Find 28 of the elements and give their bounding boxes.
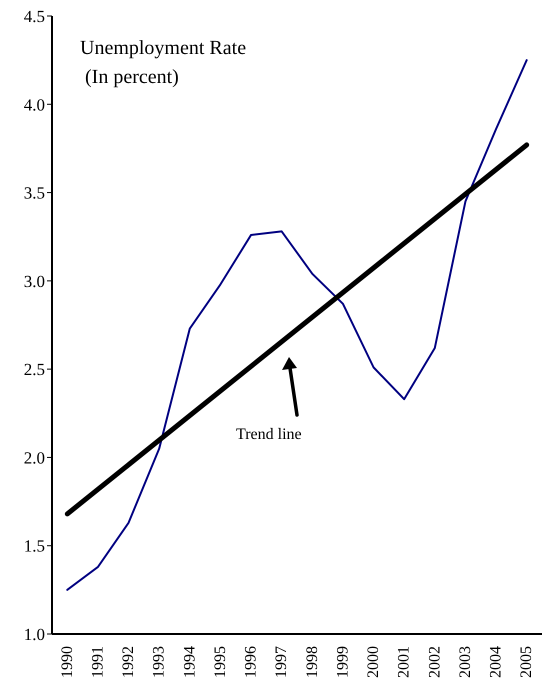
x-tick-label: 1992 <box>120 646 138 678</box>
y-tick-label: 1.0 <box>24 625 45 644</box>
x-tick-label: 1990 <box>58 646 76 678</box>
annotation: Trend line <box>236 426 302 444</box>
x-tick-label: 1991 <box>89 646 106 678</box>
x-tick-label: 1999 <box>334 646 352 678</box>
x-tick-label: 2002 <box>426 646 444 678</box>
x-tick-label: 1994 <box>181 646 198 678</box>
line-series <box>66 59 528 591</box>
x-tick-label: 2003 <box>456 646 474 678</box>
text: (In percent) <box>84 65 180 90</box>
x-tick-label: 2000 <box>365 646 382 678</box>
y-tick-label: 2.0 <box>24 448 45 468</box>
x-tick-label: 2004 <box>488 646 505 678</box>
text: Unemployment Rate <box>80 36 246 61</box>
x-tick-label: 1997 <box>273 646 290 678</box>
x-tick-label: 1996 <box>242 646 260 678</box>
x-tick-label: 1995 <box>212 646 229 678</box>
y-tick-label: 4.0 <box>24 95 45 114</box>
x-tick-label: 2005 <box>518 646 536 678</box>
x-tick-label: 1998 <box>304 646 321 678</box>
y-tick-label: 3.0 <box>24 272 45 291</box>
y-tick-label: 3.5 <box>24 184 45 203</box>
y-tick-label: 2.5 <box>24 360 45 380</box>
y-tick-label: 1.5 <box>24 536 45 556</box>
x-tick-label: 2001 <box>396 646 413 678</box>
x-tick-label: 1993 <box>150 646 168 678</box>
y-tick-label: 4.5 <box>24 7 45 26</box>
